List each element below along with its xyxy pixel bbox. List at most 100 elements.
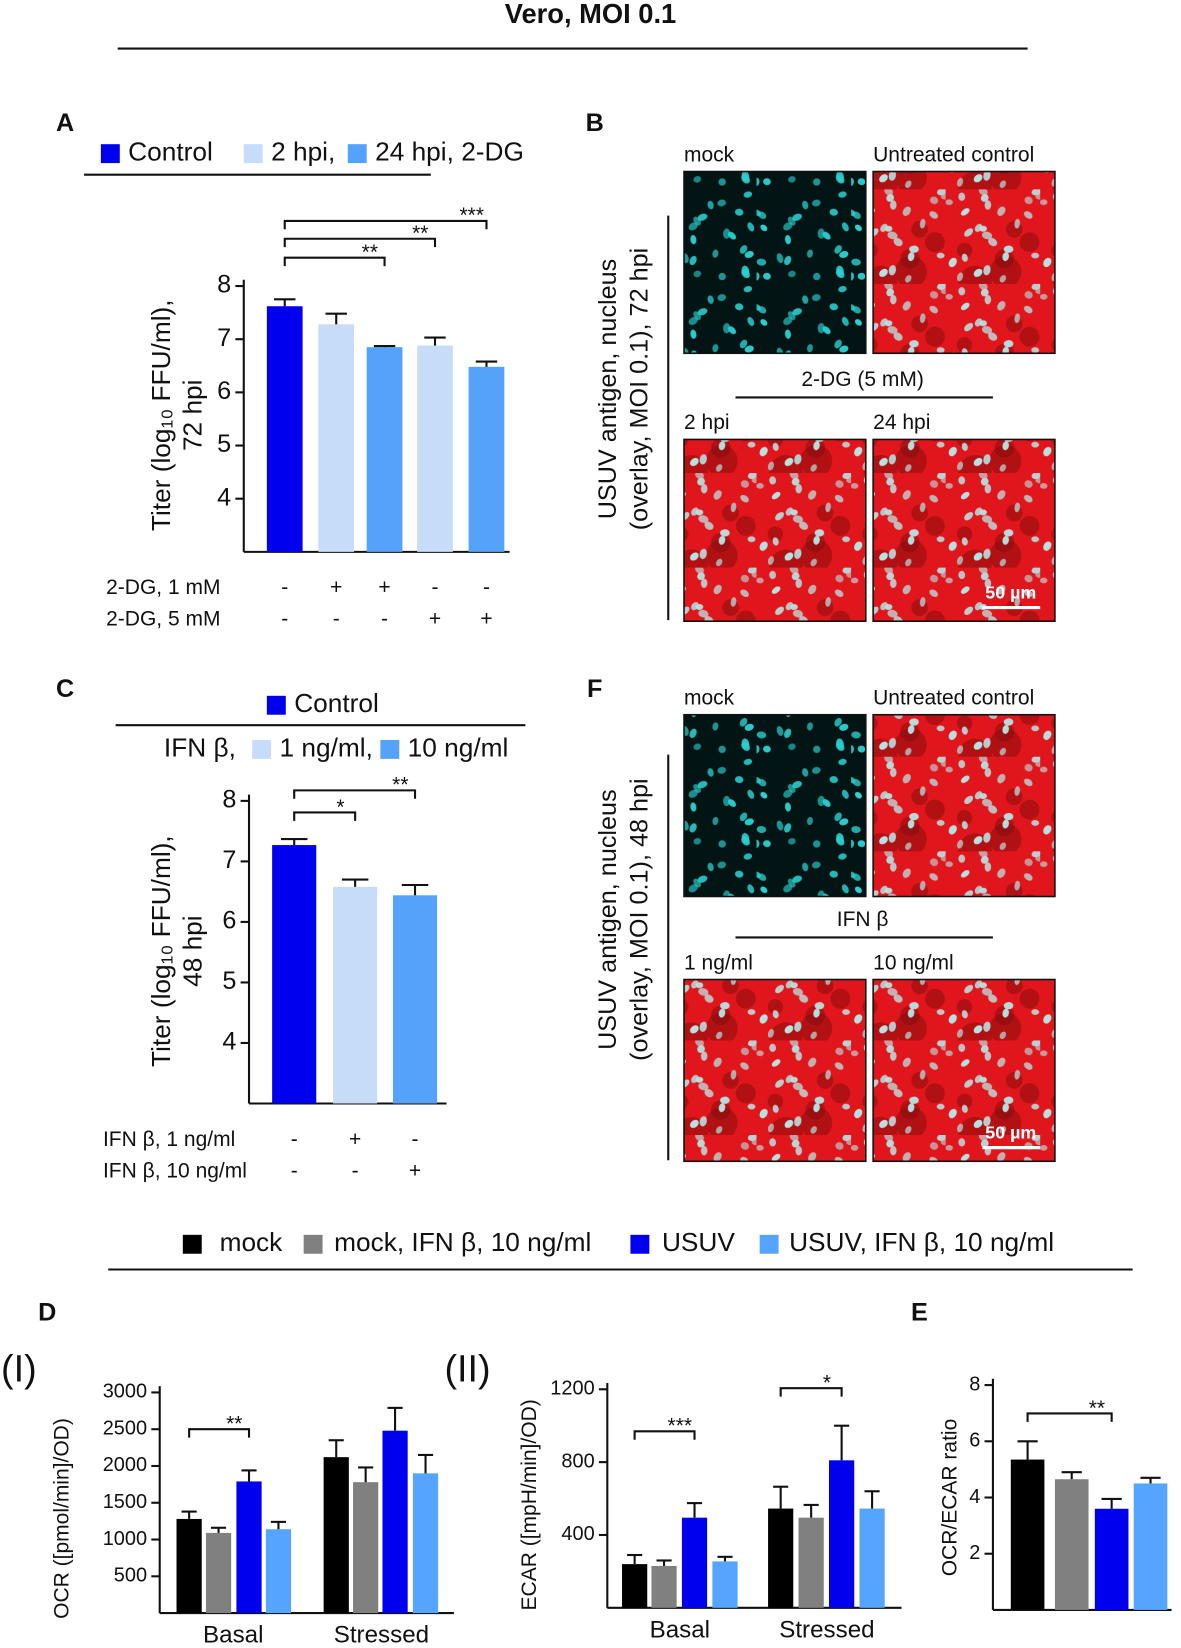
bar — [176, 1518, 202, 1614]
significance-bracket — [293, 789, 417, 799]
treatment-sign: + — [480, 608, 492, 631]
bar — [417, 345, 453, 552]
significance-bracket — [293, 811, 357, 821]
y-tick-label: 7 — [217, 324, 231, 352]
legend-swatch — [347, 144, 367, 164]
treatment-sign: - — [333, 608, 340, 631]
bar — [366, 347, 403, 552]
legend-label: 10 ng/ml — [408, 732, 509, 762]
micrograph — [872, 713, 1056, 898]
legend-swatch — [243, 144, 263, 164]
y-tick-label: 4 — [969, 1486, 980, 1508]
image-label: 1 ng/ml — [684, 951, 753, 974]
significance-label: ** — [1089, 1397, 1105, 1420]
significance-bracket — [283, 256, 386, 267]
y-tick-label: 2000 — [103, 1454, 147, 1476]
bar — [382, 1430, 408, 1614]
treatment-sign: - — [381, 608, 388, 631]
significance-label: ** — [226, 1413, 242, 1436]
y-tick-label: 4 — [222, 1028, 236, 1056]
bar — [829, 1460, 855, 1608]
y-tick-label: 8 — [969, 1373, 980, 1395]
legend-label: USUV, IFN β, 10 ng/ml — [789, 1227, 1054, 1257]
y-axis-label: Titer (log₁₀ FFU/ml), — [146, 299, 176, 531]
bar — [1133, 1483, 1168, 1610]
treatment-sign: - — [281, 576, 288, 599]
significance-label: *** — [460, 204, 485, 227]
y-tick-label: 5 — [217, 430, 231, 458]
y-axis-label: 72 hpi — [177, 380, 207, 452]
y-tick-label: 7 — [222, 846, 236, 874]
treatment-label: IFN β, 10 ng/ml — [103, 1159, 247, 1182]
bar — [651, 1565, 677, 1608]
significance-label: ** — [362, 241, 378, 264]
treatment-sign: + — [378, 576, 390, 599]
y-axis-label: Titer (log₁₀ FFU/ml), — [146, 835, 176, 1067]
bar — [272, 845, 317, 1104]
bar — [1054, 1479, 1089, 1610]
bar — [798, 1517, 824, 1608]
treatment-label: 2-DG, 1 mM — [106, 576, 220, 599]
image-label: mock — [684, 143, 735, 166]
treatment-sign: - — [431, 576, 438, 599]
significance-label: ** — [392, 774, 408, 797]
micrograph — [872, 170, 1056, 355]
bar — [712, 1561, 738, 1608]
legend-swatch — [100, 144, 120, 164]
legend-label: 24 hpi, 2-DG — [375, 137, 524, 167]
micrograph — [683, 438, 867, 623]
treatment-sign: + — [429, 608, 441, 631]
y-tick-label: 2 — [969, 1542, 980, 1564]
legend-label: Control — [128, 137, 213, 167]
y-tick-label: 1500 — [103, 1491, 147, 1513]
x-tick-label: Stressed — [334, 1622, 429, 1648]
significance-label: * — [823, 1372, 831, 1395]
sub-label: (II) — [444, 1348, 490, 1390]
legend-label: Control — [294, 688, 379, 718]
legend-swatch — [380, 739, 400, 759]
treatment-sign: + — [330, 576, 342, 599]
micrograph — [872, 438, 1056, 623]
legend-swatch — [759, 1234, 779, 1254]
y-axis-label: OCR ([pmol/min]/OD) — [51, 1418, 74, 1619]
micrograph — [872, 978, 1056, 1163]
micrograph — [683, 978, 867, 1163]
y-tick-label: 6 — [969, 1430, 980, 1452]
y-tick-label: 4 — [217, 483, 231, 511]
legend-label: 2 hpi, — [271, 137, 335, 167]
side-label: USUV antigen, nucleus — [594, 789, 622, 1050]
bar — [622, 1564, 648, 1608]
bar — [353, 1482, 379, 1614]
y-tick-label: 8 — [217, 271, 231, 299]
legend-swatch — [266, 695, 286, 715]
bar — [265, 1529, 292, 1614]
y-tick-label: 3000 — [103, 1381, 147, 1403]
bar — [392, 895, 438, 1104]
x-tick-label: Stressed — [779, 1616, 874, 1643]
y-tick-label: 1000 — [103, 1528, 147, 1550]
significance-label: ** — [412, 222, 428, 245]
treatment-sign: - — [291, 1128, 298, 1151]
image-label: Untreated control — [873, 687, 1034, 710]
treatment-label: IFN β, 1 ng/ml — [103, 1128, 235, 1151]
y-tick-label: 1200 — [550, 1378, 594, 1400]
treatment-sign: - — [281, 608, 288, 631]
panel-letter: B — [586, 109, 604, 137]
y-tick-label: 400 — [561, 1523, 594, 1545]
sub-label: (I) — [1, 1348, 37, 1390]
bar — [768, 1508, 794, 1608]
image-label: mock — [684, 687, 735, 710]
y-tick-label: 6 — [217, 377, 231, 405]
y-tick-label: 5 — [222, 967, 236, 995]
treatment-label: 2-DG (5 mM) — [801, 368, 924, 391]
image-label: 2 hpi — [684, 411, 730, 434]
panel-letter: E — [911, 1298, 928, 1326]
legend-swatch — [303, 1234, 323, 1254]
legend-label: 1 ng/ml, — [279, 732, 372, 762]
significance-bracket — [283, 237, 437, 248]
significance-bracket — [188, 1428, 251, 1438]
image-label: Untreated control — [873, 143, 1034, 166]
scale-bar-label: 50 µm — [985, 583, 1036, 603]
panel-letter: A — [56, 109, 74, 137]
side-label: (overlay, MOI 0.1), 48 hpi — [626, 778, 654, 1060]
